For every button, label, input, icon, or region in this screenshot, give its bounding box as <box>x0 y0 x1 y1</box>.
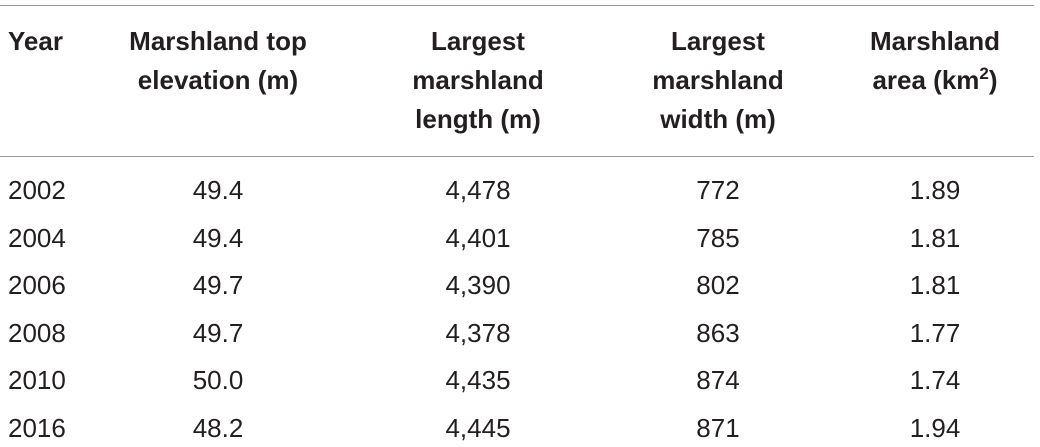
header-line: Largest <box>412 22 544 61</box>
value-cell: 1.77 <box>909 317 961 348</box>
value-cell: 4,378 <box>445 317 511 348</box>
header-line: length (m) <box>412 100 544 139</box>
superscript: 2 <box>979 64 989 83</box>
value-cell: 4,435 <box>445 365 511 396</box>
value-cell: 1.74 <box>909 365 961 396</box>
value-cell: 871 <box>696 413 740 443</box>
value-cell: 4,445 <box>445 413 511 443</box>
header-line: marshland <box>652 61 784 100</box>
header-line: area (km2) <box>870 61 1000 100</box>
value-cell: 1.81 <box>909 270 961 301</box>
header-text: Largest <box>431 26 525 56</box>
value-cell: 49.4 <box>192 175 244 205</box>
value-cell: 1.81 <box>909 222 961 253</box>
value-cell: 49.4 <box>192 222 244 253</box>
header-cell: Marshland area (km2) <box>870 22 1000 100</box>
year-cell: 2002 <box>8 175 66 205</box>
header-text: Marshland <box>869 26 1001 56</box>
header-line: Marshland top <box>129 22 307 61</box>
header-text: ) <box>988 65 998 95</box>
value-cell: 48.2 <box>192 413 244 443</box>
header-text: marshland <box>412 65 544 95</box>
value-cell: 1.94 <box>909 413 961 443</box>
value-cell: 4,390 <box>445 270 511 301</box>
header-cell: Largest marshland width (m) <box>652 22 784 139</box>
header-text: length (m) <box>415 104 541 134</box>
value-cell: 863 <box>696 317 740 348</box>
value-cell: 4,478 <box>445 175 511 205</box>
header-line: width (m) <box>652 100 784 139</box>
header-text: Largest <box>671 26 765 56</box>
value-cell: 4,401 <box>445 222 511 253</box>
header-cell: Year <box>8 22 63 61</box>
header-cell: Marshland top elevation (m) <box>129 22 307 100</box>
year-cell: 2006 <box>8 270 66 301</box>
header-line: marshland <box>412 61 544 100</box>
header-line: Year <box>8 22 63 61</box>
value-cell: 785 <box>696 222 740 253</box>
year-cell: 2008 <box>8 317 66 348</box>
header-text: width (m) <box>660 104 776 134</box>
header-rule <box>0 156 1034 157</box>
header-text: Marshland top <box>129 26 307 56</box>
value-cell: 49.7 <box>192 270 244 301</box>
value-cell: 50.0 <box>192 365 244 396</box>
value-cell: 49.7 <box>192 317 244 348</box>
year-cell: 2016 <box>8 413 66 443</box>
header-line: Largest <box>652 22 784 61</box>
year-cell: 2004 <box>8 222 66 253</box>
header-line: Marshland <box>870 22 1000 61</box>
header-text: marshland <box>652 65 784 95</box>
value-cell: 874 <box>696 365 740 396</box>
header-text: Year <box>8 26 63 56</box>
top-rule <box>0 5 1034 6</box>
header-text: area (km <box>872 65 980 95</box>
header-cell: Largest marshland length (m) <box>412 22 544 139</box>
value-cell: 1.89 <box>909 175 961 205</box>
year-cell: 2010 <box>8 365 66 396</box>
header-text: elevation (m) <box>137 65 299 95</box>
header-line: elevation (m) <box>129 61 307 100</box>
value-cell: 772 <box>696 175 740 205</box>
value-cell: 802 <box>696 270 740 301</box>
